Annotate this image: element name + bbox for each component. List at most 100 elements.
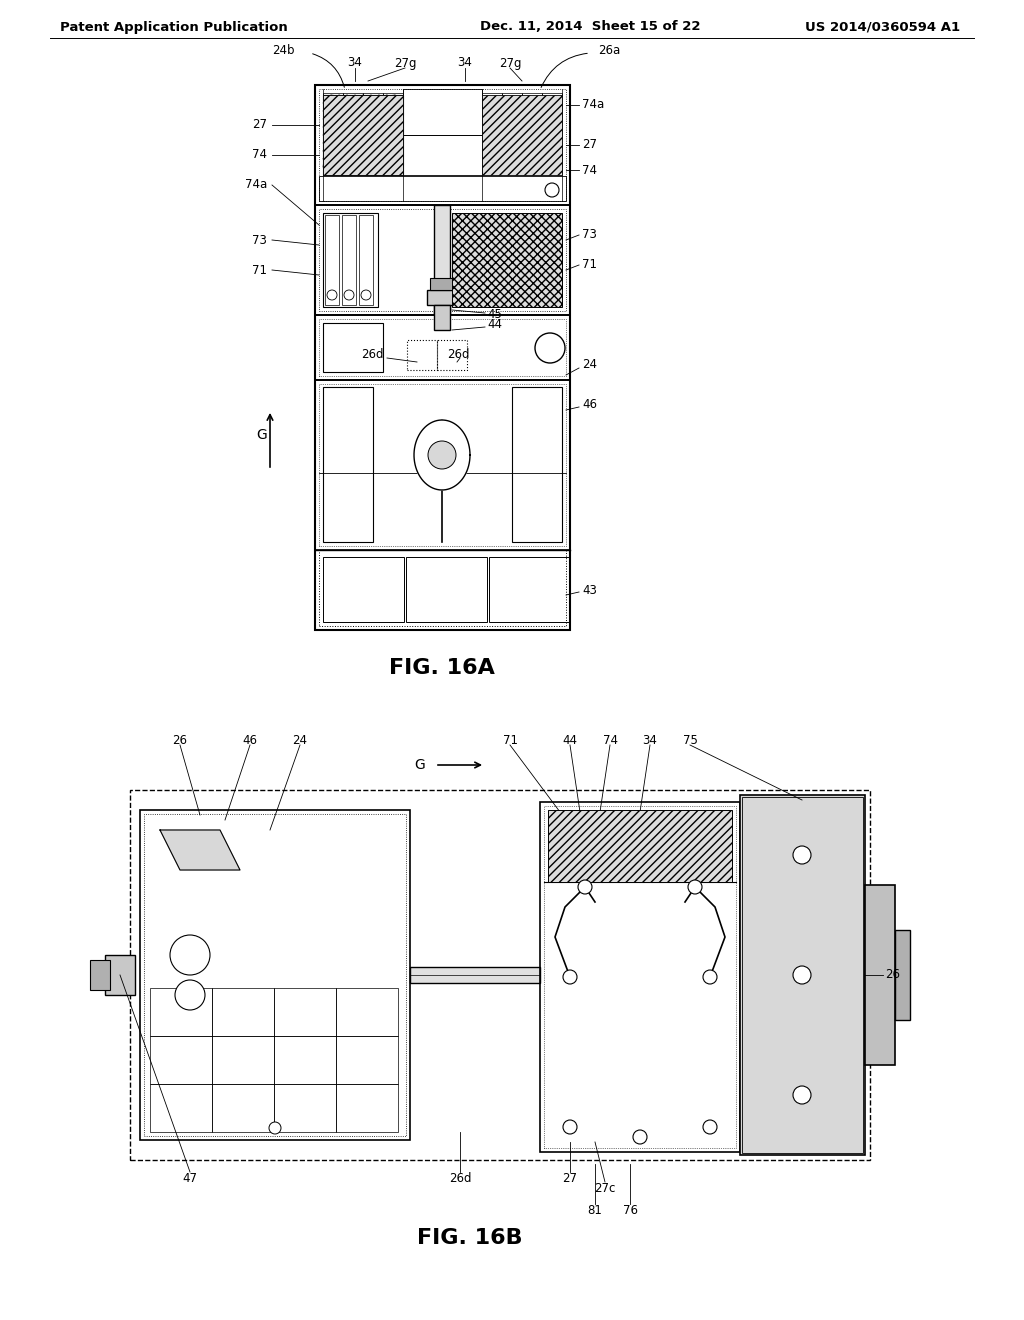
Text: 73: 73	[582, 228, 597, 242]
Bar	[359, 215, 373, 305]
Bar	[212, 1036, 274, 1084]
Bar	[434, 305, 450, 330]
Text: 27: 27	[562, 1172, 578, 1184]
Bar	[742, 797, 863, 1152]
Bar	[452, 213, 562, 308]
Circle shape	[269, 1122, 281, 1134]
Bar	[130, 789, 870, 1160]
Bar	[336, 1036, 398, 1084]
Bar	[430, 279, 454, 290]
Bar	[542, 92, 562, 135]
Bar	[323, 213, 378, 308]
Text: 74a: 74a	[582, 99, 604, 111]
Bar	[865, 884, 895, 1065]
Text: G: G	[257, 428, 267, 442]
Bar	[482, 95, 562, 176]
Text: 76: 76	[623, 1204, 638, 1217]
Bar	[274, 987, 336, 1036]
Bar	[336, 1084, 398, 1133]
Text: 75: 75	[683, 734, 697, 747]
Text: 34: 34	[458, 57, 472, 70]
Text: G: G	[415, 758, 425, 772]
Text: 74: 74	[602, 734, 617, 747]
Text: 46: 46	[582, 399, 597, 412]
Bar	[434, 205, 450, 315]
Bar	[522, 92, 542, 135]
Text: 24: 24	[293, 734, 307, 747]
Text: 34: 34	[643, 734, 657, 747]
Bar	[638, 857, 654, 876]
Bar	[343, 92, 362, 135]
Circle shape	[535, 333, 565, 363]
Bar	[660, 857, 676, 876]
Bar	[315, 315, 570, 380]
Bar	[150, 1036, 212, 1084]
Bar	[362, 92, 383, 135]
Text: 24b: 24b	[272, 44, 295, 57]
Bar	[323, 387, 373, 543]
Bar	[544, 807, 736, 1148]
Circle shape	[545, 183, 559, 197]
Bar	[150, 987, 212, 1036]
Text: 27c: 27c	[594, 1181, 615, 1195]
Bar	[427, 290, 457, 305]
Bar	[319, 88, 566, 201]
Text: FIG. 16A: FIG. 16A	[389, 657, 495, 678]
Text: US 2014/0360594 A1: US 2014/0360594 A1	[805, 21, 961, 33]
Bar	[323, 95, 403, 176]
Bar	[336, 987, 398, 1036]
Circle shape	[703, 1119, 717, 1134]
Text: 26a: 26a	[598, 44, 621, 57]
Text: 47: 47	[182, 1172, 198, 1184]
Text: 44: 44	[487, 318, 502, 331]
Circle shape	[688, 880, 702, 894]
Bar	[144, 814, 406, 1137]
Bar	[616, 857, 632, 876]
Bar	[319, 384, 566, 546]
Bar	[323, 323, 383, 372]
Text: 44: 44	[562, 734, 578, 747]
Bar	[150, 1084, 212, 1133]
Circle shape	[633, 1130, 647, 1144]
Bar	[594, 857, 610, 876]
Bar	[502, 92, 522, 135]
Text: Patent Application Publication: Patent Application Publication	[60, 21, 288, 33]
Bar	[489, 557, 570, 622]
Text: 71: 71	[503, 734, 517, 747]
Text: 27: 27	[582, 139, 597, 152]
Circle shape	[327, 290, 337, 300]
Bar	[548, 810, 732, 882]
Bar	[319, 319, 566, 376]
Bar	[90, 960, 110, 990]
Bar	[212, 1084, 274, 1133]
Bar	[383, 92, 403, 135]
Bar	[140, 810, 410, 1140]
Bar	[403, 88, 482, 176]
Bar	[512, 387, 562, 543]
Circle shape	[170, 935, 210, 975]
Text: 46: 46	[243, 734, 257, 747]
Bar	[315, 205, 570, 315]
Circle shape	[578, 880, 592, 894]
Circle shape	[793, 1086, 811, 1104]
Circle shape	[793, 846, 811, 865]
Bar	[323, 95, 403, 176]
Bar	[406, 557, 487, 622]
Text: 74: 74	[252, 149, 267, 161]
Text: 26d: 26d	[360, 348, 383, 362]
Text: 74a: 74a	[245, 178, 267, 191]
Bar	[315, 84, 570, 630]
Bar	[342, 215, 356, 305]
Bar	[105, 954, 135, 995]
Circle shape	[563, 970, 577, 983]
Text: 74: 74	[582, 164, 597, 177]
Bar	[410, 968, 540, 983]
Bar	[319, 209, 566, 312]
Text: 73: 73	[252, 234, 267, 247]
Text: 81: 81	[588, 1204, 602, 1217]
Text: 27: 27	[252, 119, 267, 132]
Polygon shape	[414, 420, 470, 490]
Bar	[325, 215, 339, 305]
Bar	[274, 1084, 336, 1133]
Text: 26: 26	[885, 969, 900, 982]
